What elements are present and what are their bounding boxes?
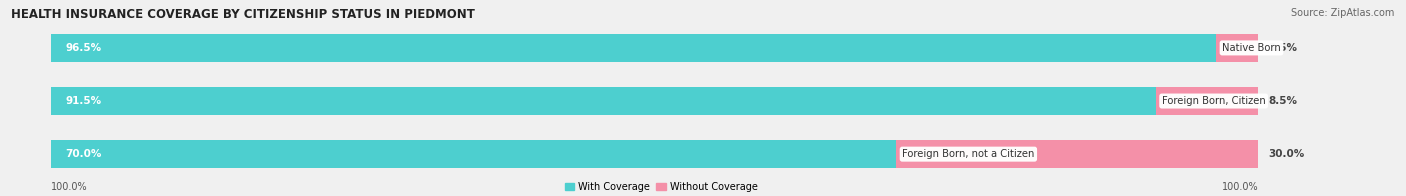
Text: Source: ZipAtlas.com: Source: ZipAtlas.com: [1291, 8, 1395, 18]
Bar: [1156, 87, 1258, 115]
Bar: [51, 87, 1258, 115]
Bar: [896, 140, 1258, 168]
Legend: With Coverage, Without Coverage: With Coverage, Without Coverage: [561, 178, 761, 196]
Text: Foreign Born, Citizen: Foreign Born, Citizen: [1161, 96, 1265, 106]
Text: 100.0%: 100.0%: [51, 182, 87, 192]
Text: 70.0%: 70.0%: [66, 149, 101, 159]
Text: Native Born: Native Born: [1222, 43, 1281, 53]
Text: Foreign Born, not a Citizen: Foreign Born, not a Citizen: [903, 149, 1035, 159]
Bar: [51, 34, 1216, 62]
Text: 96.5%: 96.5%: [66, 43, 101, 53]
Bar: [51, 140, 1258, 168]
Bar: [51, 140, 896, 168]
Text: 100.0%: 100.0%: [1222, 182, 1258, 192]
Text: 8.5%: 8.5%: [1268, 96, 1296, 106]
Bar: [51, 87, 1156, 115]
Text: 3.5%: 3.5%: [1268, 43, 1296, 53]
Text: 30.0%: 30.0%: [1268, 149, 1305, 159]
Bar: [51, 34, 1258, 62]
Text: 91.5%: 91.5%: [66, 96, 101, 106]
Text: HEALTH INSURANCE COVERAGE BY CITIZENSHIP STATUS IN PIEDMONT: HEALTH INSURANCE COVERAGE BY CITIZENSHIP…: [11, 8, 475, 21]
Bar: [1216, 34, 1258, 62]
